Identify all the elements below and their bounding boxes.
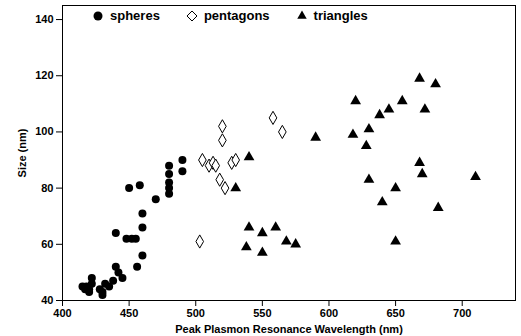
svg-text:550: 550	[253, 307, 271, 319]
html-text:triangles: triangles	[313, 8, 368, 23]
svg-text:140: 140	[35, 13, 53, 25]
svg-text:60: 60	[41, 238, 53, 250]
svg-text:Size (nm): Size (nm)	[16, 128, 28, 177]
svg-text:400: 400	[53, 307, 71, 319]
svg-text:80: 80	[41, 182, 53, 194]
svg-text:120: 120	[35, 69, 53, 81]
svg-text:Peak Plasmon Resonance Wavelen: Peak Plasmon Resonance Wavelength (nm)	[175, 323, 403, 335]
svg-text:700: 700	[453, 307, 471, 319]
svg-text:100: 100	[35, 125, 53, 137]
svg-text:500: 500	[187, 307, 205, 319]
svg-text:40: 40	[41, 294, 53, 306]
html-text:spheres: spheres	[110, 8, 160, 23]
svg-text:650: 650	[386, 307, 404, 319]
svg-text:600: 600	[320, 307, 338, 319]
svg-text:450: 450	[120, 307, 138, 319]
html-text:pentagons: pentagons	[203, 8, 270, 23]
